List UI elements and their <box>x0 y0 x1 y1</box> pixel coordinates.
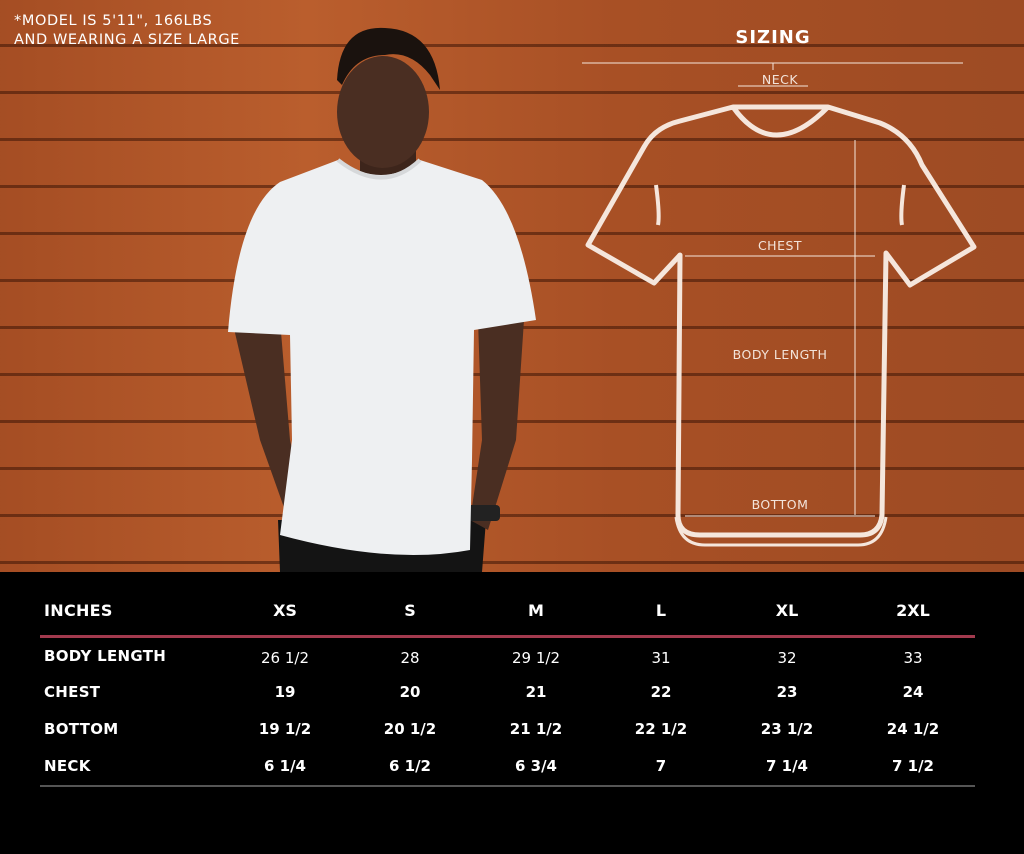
bottom-label: BOTTOM <box>751 497 809 512</box>
table-cell: 22 1/2 <box>634 720 688 738</box>
table-cell: 29 1/2 <box>512 649 560 667</box>
table-cell: 24 1/2 <box>886 720 940 738</box>
size-header: M <box>528 601 544 620</box>
chest-label: CHEST <box>757 238 803 253</box>
model-note-line-1: *MODEL IS 5'11", 166LBS <box>14 13 213 29</box>
table-cell: 21 <box>525 683 547 701</box>
table-cell: 19 1/2 <box>258 720 312 738</box>
table-cell: 26 1/2 <box>261 649 309 667</box>
neck-label: NECK <box>761 72 799 87</box>
row-label: NECK <box>44 757 91 775</box>
table-cell: 7 1/2 <box>891 757 934 775</box>
table-cell: 33 <box>903 649 923 667</box>
table-cell: 24 <box>902 683 924 701</box>
unit-header: INCHES <box>44 601 113 620</box>
table-cell: 28 <box>400 649 420 667</box>
model-note: *MODEL IS 5'11", 166LBS AND WEARING A SI… <box>14 12 240 50</box>
header-divider <box>40 635 975 638</box>
shirt-size-diagram <box>582 62 977 547</box>
model-note-line-2: AND WEARING A SIZE LARGE <box>14 32 240 48</box>
table-cell: 20 1/2 <box>383 720 437 738</box>
table-cell: 31 <box>651 649 671 667</box>
table-cell: 7 1/4 <box>765 757 808 775</box>
size-header: L <box>655 601 667 620</box>
table-cell: 6 1/2 <box>388 757 431 775</box>
table-cell: 22 <box>650 683 672 701</box>
size-header: XL <box>775 601 799 620</box>
wood-background: *MODEL IS 5'11", 166LBS AND WEARING A SI… <box>0 0 1024 572</box>
table-cell: 6 1/4 <box>263 757 306 775</box>
size-header: 2XL <box>896 601 930 620</box>
row-label: BODY LENGTH <box>44 647 167 665</box>
row-label: CHEST <box>44 683 101 701</box>
model-photo <box>228 27 536 572</box>
table-cell: 32 <box>777 649 797 667</box>
table-cell: 19 <box>274 683 296 701</box>
sizing-title: SIZING <box>735 27 811 48</box>
table-cell: 23 <box>776 683 798 701</box>
body-length-label: BODY LENGTH <box>732 347 828 362</box>
size-header: XS <box>273 601 297 620</box>
table-cell: 7 <box>655 757 667 775</box>
row-label: BOTTOM <box>44 720 119 738</box>
size-header: S <box>404 601 416 620</box>
table-cell: 20 <box>399 683 421 701</box>
table-bottom-divider <box>40 785 975 787</box>
table-cell: 21 1/2 <box>509 720 563 738</box>
table-cell: 23 1/2 <box>760 720 814 738</box>
size-table: INCHES XS S M L XL 2XL BODY LENGTH 26 1/… <box>0 572 1024 854</box>
table-cell: 6 3/4 <box>514 757 557 775</box>
